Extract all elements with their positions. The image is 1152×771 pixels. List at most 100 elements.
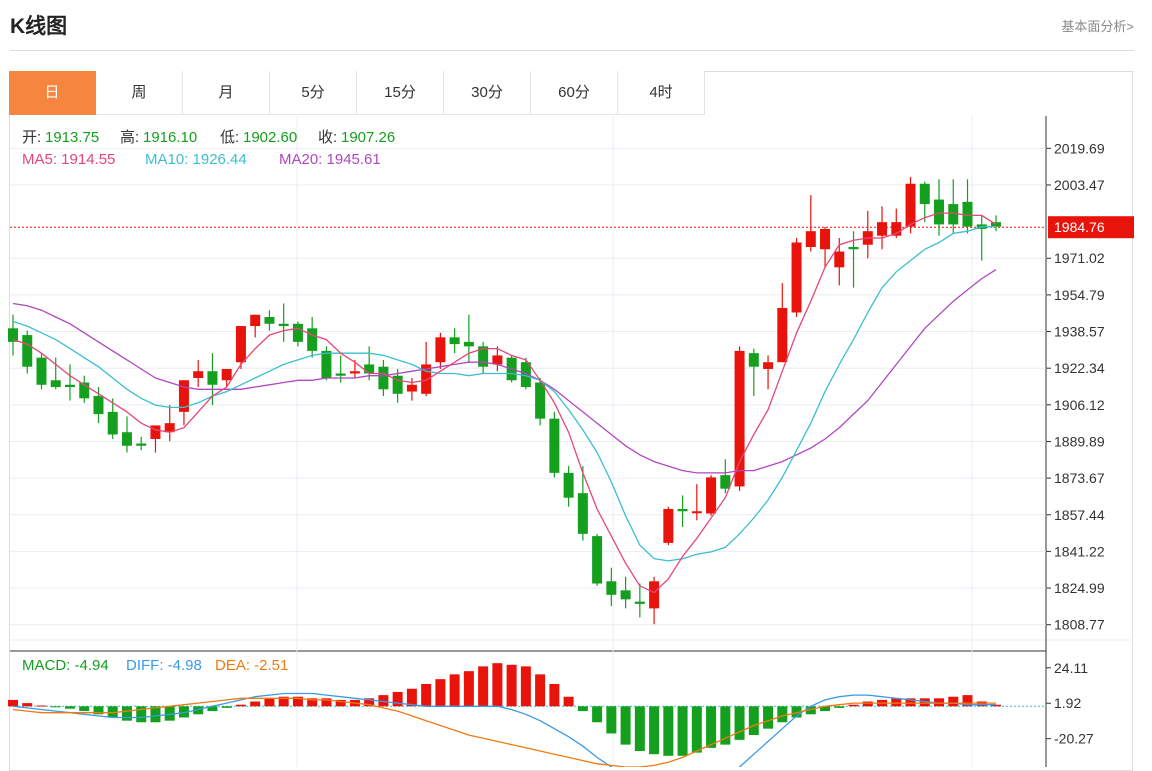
candle: [264, 310, 275, 331]
macd-bar: [791, 706, 802, 718]
macd-bar: [264, 698, 275, 707]
candle: [492, 346, 503, 372]
candle-body: [93, 396, 104, 415]
tab-5min[interactable]: 5分: [270, 71, 357, 115]
candle: [164, 405, 175, 442]
price-tick-label: 1954.79: [1054, 287, 1105, 303]
macd-bar: [150, 706, 161, 723]
macd-panel: [8, 663, 1046, 767]
dea-line: [12, 697, 996, 767]
candle: [620, 576, 631, 609]
candle: [235, 326, 246, 369]
close-label: 收:: [318, 129, 337, 146]
macd-bar: [121, 706, 132, 721]
ma20-line: [12, 269, 997, 474]
candle-body: [463, 341, 474, 347]
candle: [919, 181, 930, 223]
fundamental-analysis-link[interactable]: 基本面分析>: [1061, 19, 1134, 34]
candle: [862, 210, 873, 259]
macd-readout: MACD: -4.94 DIFF: -4.98 DEA: -2.51: [22, 657, 288, 674]
macd-bar: [307, 698, 318, 707]
candle-body: [577, 493, 588, 534]
candle: [449, 328, 460, 354]
macd-bar: [435, 679, 446, 707]
candle: [364, 346, 375, 381]
candle-body: [150, 425, 161, 439]
candle: [478, 341, 489, 374]
candle-body: [763, 362, 774, 369]
candle-body: [435, 337, 446, 363]
candle-body: [235, 326, 246, 363]
macd-bar: [421, 683, 432, 707]
ma20-readout: MA20: 1945.61: [279, 151, 381, 168]
macd-bar: [50, 706, 61, 708]
candle-body: [64, 384, 75, 388]
macd-bar: [136, 706, 147, 723]
moving-average-lines: [12, 212, 997, 594]
tab-60min[interactable]: 60分: [531, 71, 618, 115]
current-price-label: 1984.76: [1054, 219, 1105, 235]
macd-bar: [991, 704, 1001, 707]
candle-body: [606, 581, 617, 595]
candle-body: [535, 382, 546, 419]
candle-body: [649, 581, 660, 609]
macd-bar: [862, 701, 873, 707]
diff-readout-value: DIFF: -4.98: [126, 657, 202, 674]
candle: [193, 359, 204, 388]
candle: [278, 303, 289, 342]
candle: [463, 314, 474, 363]
candle: [121, 416, 132, 453]
candle: [820, 226, 831, 268]
candle: [677, 495, 688, 528]
macd-bar: [535, 674, 546, 707]
candle-body: [421, 364, 432, 394]
price-axis: 2019.69 2003.47 1971.02 1954.79 1938.57 1922.…: [1046, 140, 1134, 747]
candle: [136, 436, 147, 451]
macd-bar: [577, 706, 588, 712]
tab-30min[interactable]: 30分: [444, 71, 531, 115]
tab-week[interactable]: 周: [96, 71, 183, 115]
candle: [991, 215, 1001, 232]
tab-day[interactable]: 日: [9, 71, 96, 115]
candle: [221, 368, 232, 388]
candle-body: [107, 411, 118, 435]
candle-body: [834, 251, 845, 268]
candle-body: [22, 335, 33, 367]
candle-body: [891, 222, 902, 236]
candle-body: [592, 536, 603, 584]
macd-bar: [392, 691, 403, 707]
macd-bar: [107, 706, 118, 718]
tab-month[interactable]: 月: [183, 71, 270, 115]
macd-bar: [934, 698, 945, 707]
macd-bar: [364, 698, 375, 707]
close-value: 1907.26: [341, 129, 395, 146]
candle-body: [848, 247, 859, 250]
candle: [962, 179, 973, 234]
low-value: 1902.60: [243, 129, 297, 146]
macd-bar: [620, 706, 631, 745]
candle: [107, 398, 118, 439]
candle: [378, 359, 389, 397]
candle: [976, 215, 987, 261]
price-tick-label: 1922.34: [1054, 360, 1105, 376]
tab-4h[interactable]: 4时: [618, 71, 705, 115]
macd-bar: [592, 706, 603, 723]
candle-body: [321, 350, 332, 378]
candle-body: [250, 314, 261, 327]
tab-15min[interactable]: 15分: [357, 71, 444, 115]
macd-tick-label: 1.92: [1054, 695, 1081, 711]
candle-body: [691, 511, 702, 514]
candle: [663, 506, 674, 546]
macd-bar: [235, 704, 246, 707]
macd-bar: [449, 674, 460, 707]
candle: [934, 179, 945, 236]
candle-body: [164, 423, 175, 433]
ma5-readout: MA5: 1914.55: [22, 151, 115, 168]
candle-body: [378, 366, 389, 390]
macd-bar: [22, 703, 33, 707]
candle: [8, 314, 18, 356]
macd-bar: [207, 706, 218, 712]
candle-body: [734, 350, 745, 487]
candle-body: [8, 328, 18, 342]
price-tick-label: 2019.69: [1054, 140, 1105, 156]
